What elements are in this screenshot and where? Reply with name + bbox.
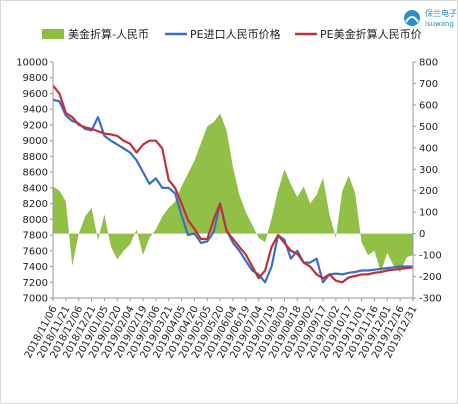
usd-converted-price-line (52, 84, 414, 284)
legend-swatch-diff (42, 29, 64, 39)
y-right-tick-label: -100 (419, 251, 442, 262)
y-right-tick-label: 800 (419, 58, 438, 69)
axes: 7000720074007600780080008200840086008800… (16, 58, 442, 361)
line-series (52, 84, 414, 284)
legend: 美金折算-人民币 PE进口人民币价格 PE美金折算人民币价 (42, 27, 422, 41)
y-right-tick-label: 600 (419, 100, 438, 111)
y-left-tick-label: 8600 (23, 168, 48, 179)
y-left-tick-label: 10000 (16, 58, 48, 69)
diff-area (53, 113, 413, 273)
legend-label-usd: PE美金折算人民币价 (320, 27, 422, 41)
y-left-tick-label: 7000 (23, 294, 48, 305)
y-left-tick-label: 7200 (23, 278, 48, 289)
y-left-tick-label: 7800 (23, 231, 48, 242)
y-right-tick-label: 400 (419, 143, 438, 154)
y-left-tick-label: 8800 (23, 152, 48, 163)
brand-name-en: isuwang (425, 20, 454, 28)
y-left-tick-label: 7600 (23, 246, 48, 257)
y-left-tick-label: 9800 (23, 73, 48, 84)
y-left-tick-label: 8200 (23, 199, 48, 210)
y-right-tick-label: 300 (419, 165, 438, 176)
y-right-tick-label: 200 (419, 186, 438, 197)
brand-name-cn: 保兰电子 (425, 8, 457, 18)
y-right-tick-label: 500 (419, 122, 438, 133)
y-right-tick-label: 700 (419, 79, 438, 90)
y-left-tick-label: 9200 (23, 120, 48, 131)
brand-logo: 保兰电子 isuwang (404, 8, 457, 28)
y-right-tick-label: 0 (419, 229, 425, 240)
y-left-tick-label: 9400 (23, 105, 48, 116)
y-right-tick-label: -300 (419, 294, 442, 305)
y-left-tick-label: 7400 (23, 262, 48, 273)
y-left-tick-label: 9600 (23, 89, 48, 100)
legend-label-import: PE进口人民币价格 (190, 27, 281, 41)
y-right-tick-label: 100 (419, 208, 438, 219)
legend-label-diff: 美金折算-人民币 (68, 27, 149, 41)
y-right-tick-label: -200 (419, 272, 442, 283)
import-price-line (52, 98, 413, 284)
y-left-tick-label: 9000 (23, 136, 48, 147)
diff-area-series (53, 113, 413, 273)
y-left-tick-label: 8400 (23, 183, 48, 194)
y-left-tick-label: 8000 (23, 215, 48, 226)
